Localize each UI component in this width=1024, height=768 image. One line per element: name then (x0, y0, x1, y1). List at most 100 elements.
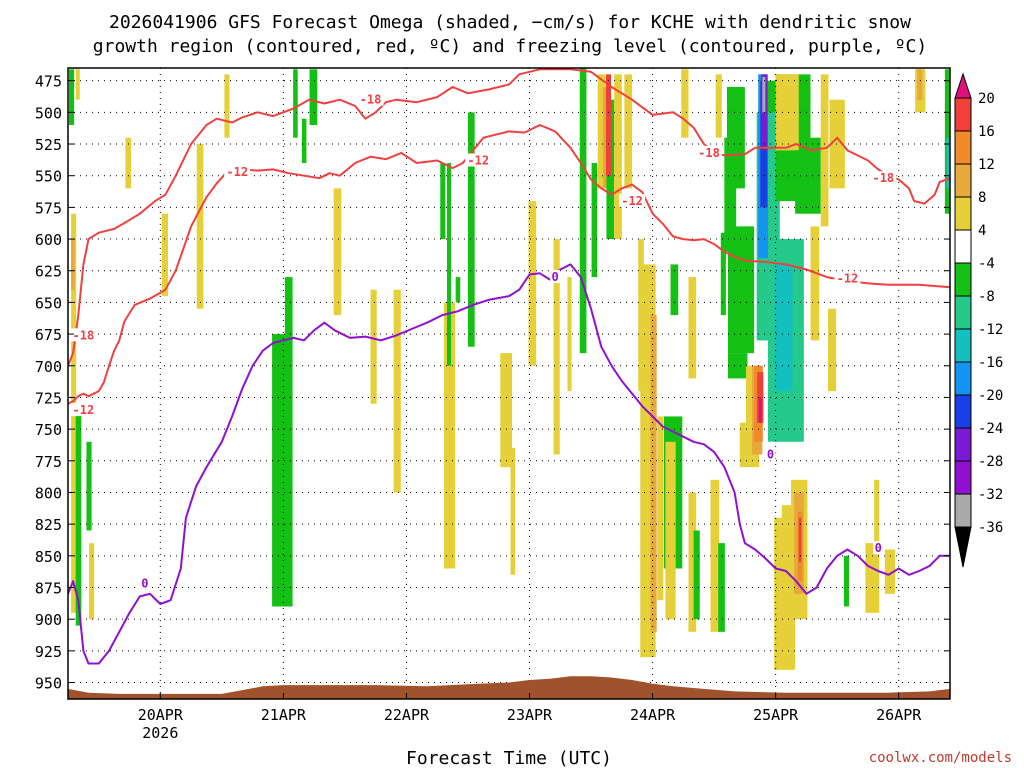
omega-shade-8 (161, 213, 168, 297)
colorbar-label-6: -8 (978, 289, 995, 305)
contour-label-8: -12 (834, 271, 861, 285)
y-axis-ticks: 475 500 525 550 575 600 625 650 675 700 725 750 775 8… (35, 73, 950, 693)
contour-label-bg (70, 403, 97, 417)
omega-shade-26 (528, 201, 537, 366)
contour-label-bg (834, 271, 861, 285)
contour-line-1 (68, 124, 950, 405)
omega-shade-2 (75, 69, 80, 100)
contour-label-text: -12 (837, 271, 859, 285)
omega-shade-24 (500, 353, 513, 468)
contour-label-bg (139, 576, 150, 590)
colorbar-label-11: -28 (978, 454, 1003, 470)
title-line-2: growth region (contoured, red, ºC) and f… (93, 36, 927, 57)
omega-shade-71 (775, 74, 799, 151)
omega-shade-45 (665, 441, 676, 620)
x-tick-label-26APR: 26APR (876, 706, 922, 724)
x-tick-label-23APR: 23APR (507, 706, 553, 724)
omega-shade-49 (718, 543, 725, 632)
contour-label-text: -12 (621, 194, 643, 208)
x-tick-label-25APR: 25APR (753, 706, 799, 724)
colorbar-label-9: -20 (978, 388, 1003, 404)
omega-shade-89 (917, 69, 923, 100)
x-axis-title: Forecast Time (UTC) (406, 748, 612, 768)
x-tick-label-20APR: 20APR (138, 706, 184, 724)
y-tick-label-950: 950 (35, 675, 62, 693)
omega-shade-10 (224, 74, 230, 138)
omega-shade-81 (829, 99, 845, 189)
x-tick-label-24APR: 24APR (630, 706, 676, 724)
colorbar-swatch-2 (954, 130, 972, 165)
x-year-label: 2026 (142, 724, 178, 742)
omega-shade-84 (843, 555, 849, 607)
contour-label-bg (619, 194, 646, 208)
omega-shade-11 (272, 334, 293, 607)
y-tick-label-600: 600 (35, 231, 62, 249)
contour-label-11: 0 (765, 447, 776, 461)
contour-label-text: 0 (141, 577, 148, 591)
y-tick-label-675: 675 (35, 326, 62, 344)
colorbar-swatch-9 (954, 361, 972, 396)
colorbar-label-8: -16 (978, 355, 1003, 371)
colorbar-label-4: 4 (978, 223, 986, 239)
omega-shade-87 (884, 549, 896, 594)
contour-label-6: -12 (465, 153, 492, 167)
y-tick-label-775: 775 (35, 453, 62, 471)
contour-lines (68, 68, 950, 665)
contour-label-9: 0 (139, 576, 150, 591)
contour-label-3: -18 (870, 171, 897, 185)
omega-shade-78 (798, 517, 802, 563)
contour-label-2: -18 (695, 145, 722, 160)
omega-shade-19 (440, 163, 446, 240)
omega-shade-85 (865, 543, 880, 613)
y-tick-label-925: 925 (35, 643, 62, 661)
contour-line-2 (68, 263, 950, 665)
omega-shade-34 (605, 74, 612, 176)
omega-shade-7 (125, 137, 132, 189)
contour-label-text: -12 (226, 165, 248, 179)
omega-shade-79 (774, 517, 783, 670)
omega-shade-12 (284, 277, 293, 341)
contour-label-12: 0 (873, 541, 884, 555)
omega-shade-31 (597, 74, 606, 189)
colorbar-swatch-11 (954, 427, 972, 462)
contour-label-text: -12 (467, 153, 489, 167)
omega-shade-40 (670, 264, 679, 316)
contour-label-text: -18 (872, 171, 894, 185)
plot-area: -18 -18 -18 -18 -12 -12 -12 -12 -12 0 0 0 0 (68, 68, 950, 699)
colorbar-swatch-12 (954, 460, 972, 495)
omega-shade-54 (715, 74, 722, 138)
contour-label-text: 0 (875, 541, 882, 555)
omega-shade-50 (724, 137, 737, 252)
omega-shade-9 (196, 144, 204, 309)
contour-label-bg (873, 541, 884, 555)
y-tick-label-575: 575 (35, 199, 62, 217)
colorbar-label-5: -4 (978, 256, 995, 272)
omega-shade-21 (446, 163, 452, 366)
omega-shade-73 (810, 137, 821, 214)
omega-shade-4 (75, 403, 82, 626)
credit-text: coolwx.com/models (869, 750, 1012, 766)
omega-shade-17 (370, 289, 377, 404)
omega-shade-30 (591, 163, 598, 278)
omega-shade-23 (467, 112, 475, 347)
y-tick-label-525: 525 (35, 136, 62, 154)
colorbar-swatch-10 (954, 394, 972, 429)
y-tick-label-800: 800 (35, 484, 62, 502)
omega-shade-69 (774, 264, 793, 392)
omega-shade-16 (301, 118, 307, 164)
colorbar-label-7: -12 (978, 322, 1003, 338)
y-tick-label-625: 625 (35, 263, 62, 281)
colorbar-swatch-7 (954, 295, 972, 330)
colorbar-swatch-6 (954, 262, 972, 297)
colorbar-label-3: 8 (978, 190, 986, 206)
contour-label-bg (870, 171, 897, 185)
omega-shade-53 (720, 232, 726, 316)
colorbar-swatch-13 (954, 493, 972, 528)
contour-label-text: -18 (698, 146, 720, 160)
contour-label-bg (465, 153, 492, 167)
omega-shade-1 (71, 239, 75, 290)
colorbar-label-0: 20 (978, 91, 995, 107)
omega-shade-83 (827, 308, 837, 392)
omega-shading (69, 68, 950, 670)
omega-shade-14 (309, 69, 318, 126)
